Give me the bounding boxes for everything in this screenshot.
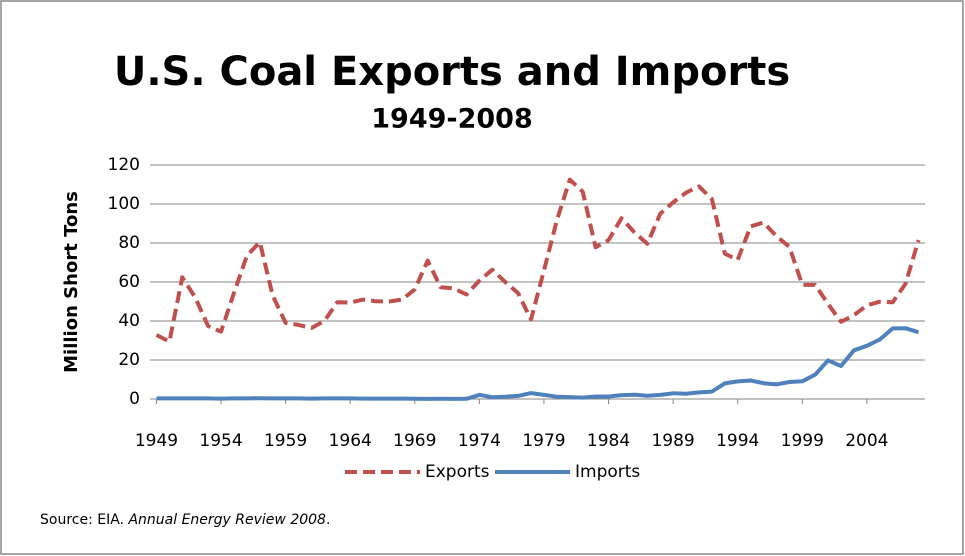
x-tick-label: 1959 (264, 431, 307, 451)
y-tick-label: 60 (118, 272, 140, 292)
y-axis-label: Million Short Tons (61, 191, 82, 373)
y-tick-label: 40 (118, 311, 140, 331)
x-tick-label: 1994 (716, 431, 759, 451)
x-tick-label: 1999 (781, 431, 824, 451)
y-tick-label: 100 (108, 194, 140, 214)
x-tick-label: 1974 (458, 431, 501, 451)
y-tick-label: 80 (118, 233, 140, 253)
chart-title: U.S. Coal Exports and Imports (114, 49, 790, 95)
x-tick-label: 1979 (522, 431, 565, 451)
series-line (156, 326, 920, 401)
x-tick-label: 1964 (329, 431, 372, 451)
source-prefix: Source: EIA. (40, 512, 128, 528)
y-tick-label: 120 (108, 155, 140, 175)
legend-label: Imports (575, 462, 640, 482)
y-tick-label: 0 (129, 389, 140, 409)
x-tick-label: 1969 (393, 431, 436, 451)
x-tick-label: 1989 (651, 431, 694, 451)
source-suffix: . (326, 512, 330, 528)
x-tick-label: 1984 (587, 431, 630, 451)
source-note: Source: EIA. Annual Energy Review 2008. (40, 512, 330, 528)
series-line (155, 177, 921, 344)
legend-label: Exports (425, 462, 490, 482)
source-title: Annual Energy Review 2008 (127, 512, 326, 528)
y-tick-label: 20 (118, 350, 140, 370)
x-tick-label: 1949 (135, 431, 178, 451)
chart-subtitle: 1949-2008 (371, 104, 533, 135)
x-tick-label: 1954 (199, 431, 242, 451)
x-tick-label: 2004 (845, 431, 888, 451)
